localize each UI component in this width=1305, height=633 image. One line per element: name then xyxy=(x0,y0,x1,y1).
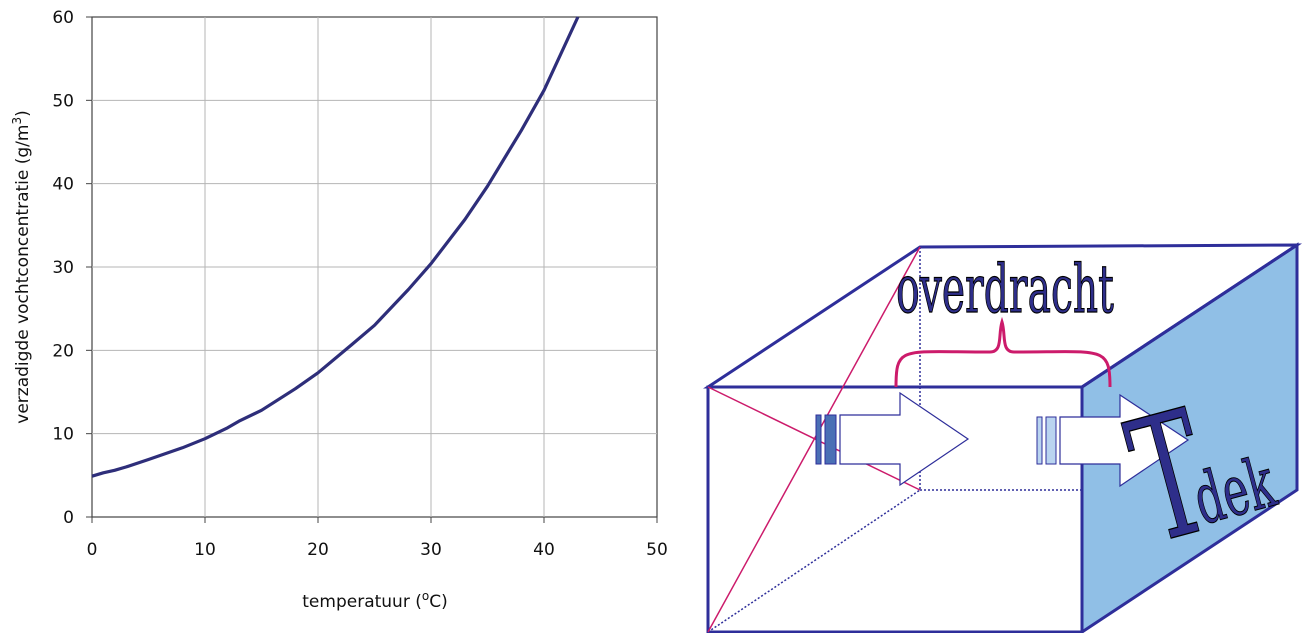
transfer-diagram: overdracht T dek xyxy=(703,242,1303,633)
y-tick-label: 50 xyxy=(52,91,74,111)
x-tick-label: 20 xyxy=(307,540,329,560)
bar-dark-1 xyxy=(815,414,822,465)
bar-light-2 xyxy=(1045,416,1057,465)
brace xyxy=(894,316,1112,388)
x-tick-label: 40 xyxy=(533,540,555,560)
y-axis-label: verzadigde vochtconcentratie (g/m3) xyxy=(10,110,33,423)
y-tick-label: 60 xyxy=(52,8,74,28)
tick-labels: 0 10 20 30 40 50 0 10 20 30 40 50 60 xyxy=(52,8,667,560)
x-tick-label: 10 xyxy=(194,540,216,560)
left-arrow xyxy=(839,391,970,487)
diagonal-line-b xyxy=(707,386,921,491)
diagonal-line-a xyxy=(707,246,921,633)
overdracht-label: overdracht xyxy=(896,251,1114,328)
humidity-chart: 0 10 20 30 40 50 0 10 20 30 40 50 60 temperatuur (oC… xyxy=(10,8,668,612)
bar-light-1 xyxy=(1036,416,1043,465)
y-tick-label: 10 xyxy=(52,425,74,445)
x-tick-label: 30 xyxy=(420,540,442,560)
y-tick-label: 20 xyxy=(52,341,74,361)
y-tick-label: 30 xyxy=(52,258,74,278)
x-tick-label: 50 xyxy=(646,540,668,560)
x-axis-label: temperatuur (oC) xyxy=(302,589,447,612)
back-diagonal-edge xyxy=(707,489,921,633)
y-tick-label: 0 xyxy=(63,508,74,528)
gridlines xyxy=(92,17,657,517)
right-arrow xyxy=(1059,393,1190,488)
bar-dark-2 xyxy=(824,414,837,465)
saturation-curve xyxy=(91,16,580,478)
y-tick-label: 40 xyxy=(52,175,74,195)
x-tick-label: 0 xyxy=(87,540,98,560)
